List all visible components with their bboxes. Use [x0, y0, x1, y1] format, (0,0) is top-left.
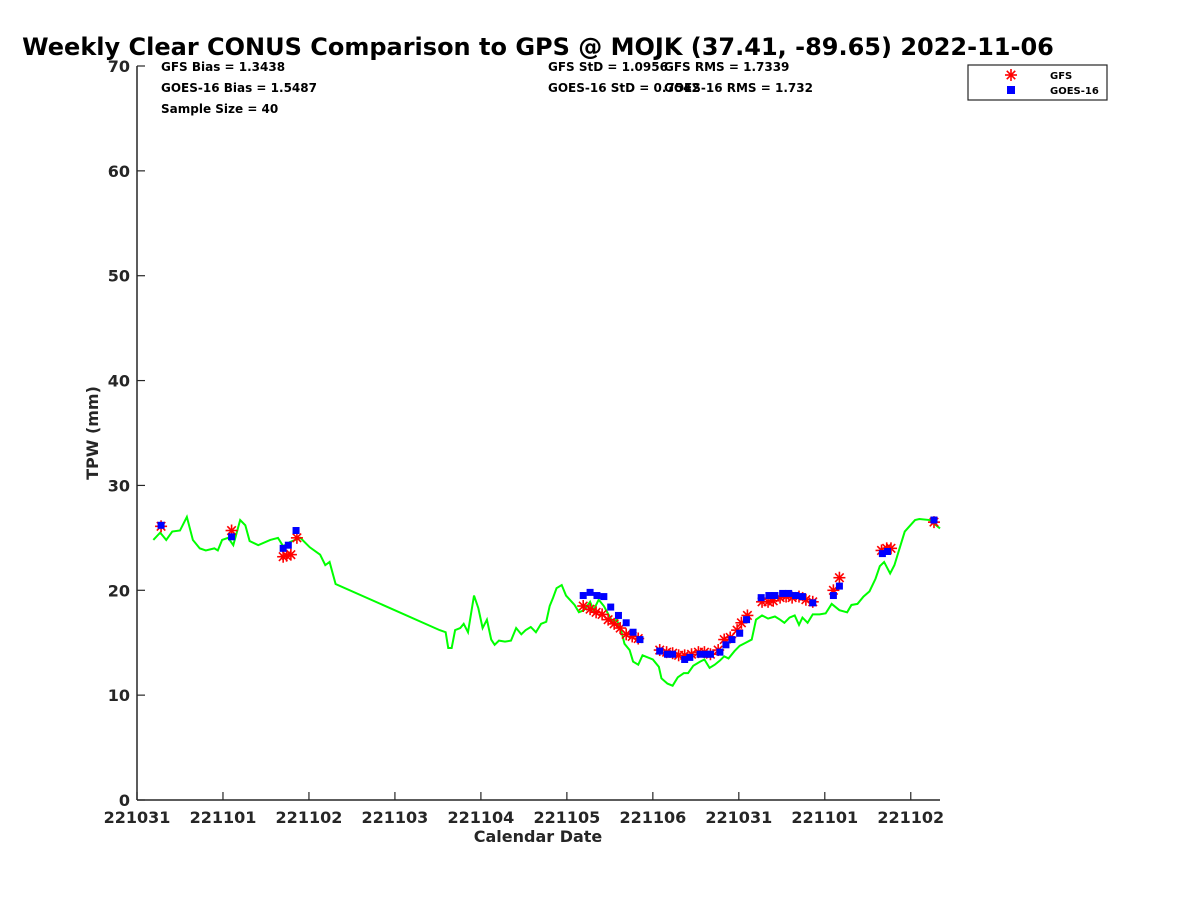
goes16-point: [656, 647, 664, 655]
goes16-point: [157, 521, 165, 529]
y-tick-label: 60: [108, 162, 130, 181]
goes16-point: [757, 594, 765, 602]
y-tick-label: 20: [108, 581, 130, 600]
goes16-point: [878, 550, 886, 558]
goes16-point: [702, 650, 710, 658]
goes16-point: [279, 544, 287, 552]
goes16-point: [593, 592, 601, 600]
goes16-point: [586, 588, 594, 596]
y-tick-label: 70: [108, 57, 130, 76]
legend: GFS GOES-16: [967, 64, 1108, 101]
legend-box: [967, 64, 1108, 101]
x-tick-label: 221106: [619, 808, 686, 827]
goes16-point: [600, 593, 608, 601]
goes16-point: [622, 619, 630, 627]
goes16-point: [743, 616, 751, 624]
legend-label-gfs: GFS: [1050, 71, 1072, 82]
x-tick-label: 221104: [447, 808, 514, 827]
goes16-point: [792, 592, 800, 600]
stat-goes-rms: GOES-16 RMS = 1.732: [664, 81, 813, 95]
axes: 0 10 20 30 40 50 60 70 221031 221101 221102 221103 2…: [104, 57, 945, 827]
x-tick-label: 221102: [877, 808, 944, 827]
goes16-point: [798, 593, 806, 601]
y-tick-label: 40: [108, 372, 130, 391]
goes16-point: [728, 636, 736, 644]
y-tick-label: 30: [108, 476, 130, 495]
x-tick-label: 221031: [705, 808, 772, 827]
goes16-point: [284, 541, 292, 549]
plot-marks: [152, 514, 941, 687]
y-tick-label: 10: [108, 686, 130, 705]
goes16-point: [681, 655, 689, 663]
chart-title: Weekly Clear CONUS Comparison to GPS @ M…: [22, 33, 1054, 61]
goes16-point: [884, 547, 892, 555]
x-tick-label: 221102: [276, 808, 343, 827]
legend-gfs-star: [1005, 69, 1017, 81]
stat-gfs-std: GFS StD = 1.0956: [548, 60, 668, 74]
goes16-point: [809, 599, 817, 607]
x-axis-label: Calendar Date: [474, 827, 603, 846]
stat-gfs-rms: GFS RMS = 1.7339: [664, 60, 789, 74]
y-tick-label: 50: [108, 267, 130, 286]
stat-sample-size: Sample Size = 40: [161, 102, 278, 116]
goes16-point: [771, 592, 779, 600]
gfs-point: [602, 613, 615, 626]
legend-gfs-asterisk-icon: [1005, 69, 1017, 81]
gfs-point: [608, 617, 621, 630]
goes16-point: [686, 653, 694, 661]
goes16-point: [722, 641, 730, 649]
goes16-point: [736, 629, 744, 637]
gps-series-line: [152, 514, 941, 687]
goes16-point: [779, 589, 787, 597]
goes16-point: [579, 592, 587, 600]
gfs-point: [284, 548, 297, 561]
legend-label-goes: GOES-16: [1050, 86, 1099, 97]
y-axis-label: TPW (mm): [83, 386, 102, 480]
goes16-point: [785, 589, 793, 597]
x-tick-label: 221103: [362, 808, 429, 827]
goes16-point: [663, 650, 671, 658]
goes16-point: [292, 527, 300, 535]
x-tick-label: 221101: [190, 808, 257, 827]
legend-goes-square-icon: [1007, 86, 1015, 94]
goes16-point: [614, 611, 622, 619]
goes16-point: [716, 648, 724, 656]
goes16-point: [669, 650, 677, 658]
stat-gfs-bias: GFS Bias = 1.3438: [161, 60, 285, 74]
goes16-point: [765, 592, 773, 600]
goes16-point: [228, 533, 236, 541]
gfs-point: [577, 600, 590, 613]
goes16-point: [607, 603, 615, 611]
goes16-point: [636, 636, 644, 644]
goes16-point: [696, 650, 704, 658]
stat-goes-bias: GOES-16 Bias = 1.5487: [161, 81, 317, 95]
goes16-point: [629, 628, 637, 636]
goes16-point: [829, 592, 837, 600]
y-tick-label: 0: [119, 791, 130, 810]
gfs-point: [833, 571, 846, 584]
x-tick-label: 221105: [533, 808, 600, 827]
stat-goes-std: GOES-16 StD = 0.7542: [548, 81, 700, 95]
goes16-point: [930, 516, 938, 524]
x-tick-label: 221101: [791, 808, 858, 827]
goes16-point: [835, 582, 843, 590]
goes16-point: [706, 650, 714, 658]
x-tick-label: 221031: [104, 808, 171, 827]
